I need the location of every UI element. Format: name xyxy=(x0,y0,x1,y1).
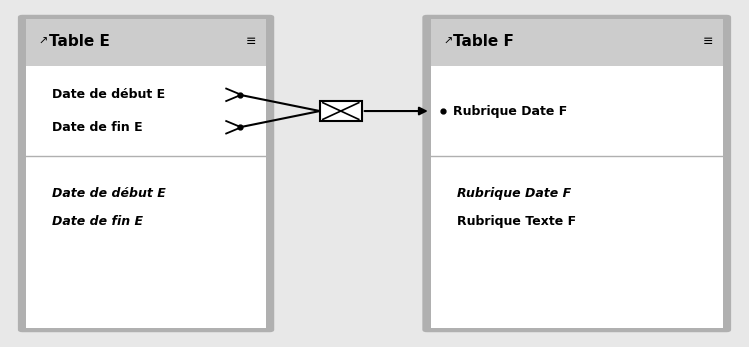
Bar xyxy=(26,19,266,66)
Text: ↗: ↗ xyxy=(443,37,453,46)
Text: Rubrique Date F: Rubrique Date F xyxy=(453,104,568,118)
Text: Date de début E: Date de début E xyxy=(52,88,166,101)
Bar xyxy=(26,66,266,328)
Bar xyxy=(320,101,362,121)
Text: Table F: Table F xyxy=(453,34,514,49)
Text: Table E: Table E xyxy=(49,34,109,49)
Text: Date de début E: Date de début E xyxy=(52,187,166,201)
Text: ≡: ≡ xyxy=(246,35,256,48)
FancyBboxPatch shape xyxy=(423,16,730,331)
Bar xyxy=(431,19,723,66)
Text: Rubrique Texte F: Rubrique Texte F xyxy=(457,215,576,228)
Bar xyxy=(431,66,723,328)
Text: Date de fin E: Date de fin E xyxy=(52,215,143,228)
FancyBboxPatch shape xyxy=(19,16,273,331)
Text: ≡: ≡ xyxy=(703,35,713,48)
Text: Rubrique Date F: Rubrique Date F xyxy=(457,187,571,201)
Text: ↗: ↗ xyxy=(39,37,49,46)
Text: Date de fin E: Date de fin E xyxy=(52,121,143,134)
